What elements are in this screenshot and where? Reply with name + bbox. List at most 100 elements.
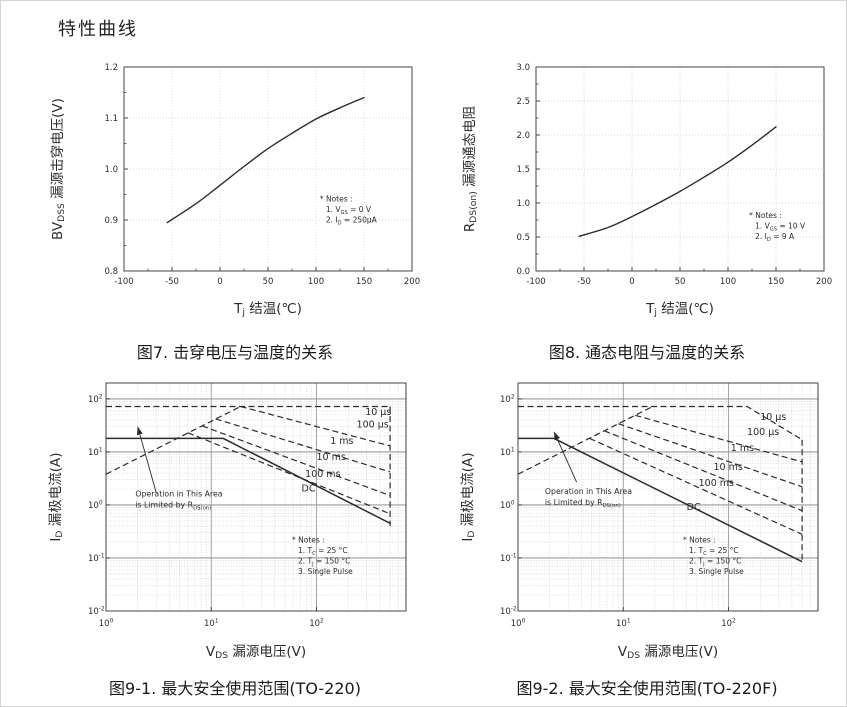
arrowhead xyxy=(554,431,561,441)
svg-text:0.9: 0.9 xyxy=(104,216,118,226)
svg-text:0: 0 xyxy=(217,277,222,287)
svg-text:Tj 结温(℃): Tj 结温(℃) xyxy=(233,301,302,318)
svg-text:1. VGS = 0 V: 1. VGS = 0 V xyxy=(326,205,372,216)
rdson-vs-tj xyxy=(578,126,777,237)
dc-limit xyxy=(106,437,391,524)
svg-text:1.0: 1.0 xyxy=(516,199,530,209)
svg-text:150: 150 xyxy=(768,277,784,287)
svg-text:DC: DC xyxy=(687,502,701,513)
svg-text:0.5: 0.5 xyxy=(516,233,530,243)
charts-grid: -100 -50 0 50 100 150 200 0.8 0.9 1.0 1.1 1.2 * Note… xyxy=(39,55,843,699)
svg-text:1.0: 1.0 xyxy=(104,165,118,175)
svg-text:10-1: 10-1 xyxy=(88,553,105,564)
svg-text:-100: -100 xyxy=(526,277,545,287)
svg-text:* Notes :: * Notes : xyxy=(749,211,782,220)
fig9-1-caption: 图9-1. 最大安全使用范围(TO-220) xyxy=(109,679,361,698)
svg-text:100 ms: 100 ms xyxy=(305,469,340,480)
svg-text:100 ms: 100 ms xyxy=(699,478,734,489)
pulse-10ms xyxy=(604,430,803,512)
svg-text:50: 50 xyxy=(263,277,274,287)
chart-fig9-1: 100 101 102 10-2 10-1 100 101 102 10 μs 100 μs 1 m… xyxy=(39,373,431,699)
svg-text:-50: -50 xyxy=(165,277,179,287)
gridlines xyxy=(124,67,412,271)
svg-text:2. TJ = 150 °C: 2. TJ = 150 °C xyxy=(298,557,350,568)
svg-text:10 ms: 10 ms xyxy=(714,462,743,473)
svg-text:102: 102 xyxy=(721,619,736,630)
log-gridlines xyxy=(518,383,818,611)
svg-text:Tj 结温(℃): Tj 结温(℃) xyxy=(645,301,714,318)
svg-text:10 μs: 10 μs xyxy=(760,412,786,423)
svg-text:ID 漏极电流(A): ID 漏极电流(A) xyxy=(48,452,65,541)
svg-text:1. VGS = 10 V: 1. VGS = 10 V xyxy=(755,221,806,232)
notes-block: * Notes :1. VGS = 0 V2. ID = 250μA xyxy=(320,195,378,227)
svg-text:* Notes :: * Notes : xyxy=(320,195,353,204)
svg-text:2. TJ = 150 °C: 2. TJ = 150 °C xyxy=(689,557,741,568)
plot-frame xyxy=(517,382,819,612)
chart-fig8: -100 -50 0 50 100 150 200 0.0 0.5 1.0 1.5 2.0 2.5 3.0… xyxy=(451,55,843,363)
svg-text:100: 100 xyxy=(500,500,515,511)
svg-text:is Limited by RDS(on): is Limited by RDS(on) xyxy=(135,500,211,511)
chart-fig9-2: 100 101 102 10-2 10-1 100 101 102 10 μs 100 μs 1 m… xyxy=(451,373,843,699)
plot-frame xyxy=(105,382,407,612)
svg-text:100 μs: 100 μs xyxy=(747,427,779,438)
svg-text:* Notes :: * Notes : xyxy=(292,536,325,545)
svg-text:100: 100 xyxy=(720,277,736,287)
svg-text:10 ms: 10 ms xyxy=(317,452,346,463)
svg-text:1 ms: 1 ms xyxy=(731,443,754,454)
axis-ticks: -100 -50 0 50 100 150 200 0.0 0.5 1.0 1.5 2.0 2.5 3.0 xyxy=(516,63,832,287)
svg-text:-100: -100 xyxy=(114,277,133,287)
svg-text:101: 101 xyxy=(204,619,219,630)
svg-text:200: 200 xyxy=(404,277,420,287)
page-title: 特性曲线 xyxy=(58,19,138,40)
notes-block: * Notes :1. VGS = 10 V2. ID = 9 A xyxy=(749,211,806,243)
svg-text:10-1: 10-1 xyxy=(500,553,517,564)
fig8-plot: -100 -50 0 50 100 150 200 0.0 0.5 1.0 1.5 2.0 2.5 3.0… xyxy=(462,63,832,318)
pulse-100ms xyxy=(589,437,803,535)
svg-text:VDS 漏源电压(V): VDS 漏源电压(V) xyxy=(618,644,718,661)
fig8-caption: 图8. 通态电阻与温度的关系 xyxy=(548,343,746,362)
rdson-limit-line xyxy=(517,405,653,475)
arrowhead xyxy=(136,426,143,436)
svg-text:* Notes :: * Notes : xyxy=(683,536,716,545)
svg-text:3. Single Pulse: 3. Single Pulse xyxy=(689,567,744,576)
svg-text:101: 101 xyxy=(88,447,103,458)
svg-text:-50: -50 xyxy=(577,277,591,287)
svg-text:102: 102 xyxy=(500,394,515,405)
fig9-2-caption: 图9-2. 最大安全使用范围(TO-220F) xyxy=(516,679,778,698)
svg-text:10-2: 10-2 xyxy=(88,607,105,618)
svg-text:10 μs: 10 μs xyxy=(365,407,391,418)
svg-text:1. TC = 25 °C: 1. TC = 25 °C xyxy=(689,546,739,557)
log-gridlines xyxy=(106,383,406,611)
soa-annotation: Operation in This Area is Limited by RDS(… xyxy=(545,431,632,509)
svg-text:100: 100 xyxy=(99,619,114,630)
data-series xyxy=(578,126,777,237)
svg-text:100: 100 xyxy=(88,500,103,511)
svg-text:101: 101 xyxy=(500,447,515,458)
svg-text:101: 101 xyxy=(616,619,631,630)
svg-text:0.0: 0.0 xyxy=(516,267,530,277)
svg-text:Operation in This Area: Operation in This Area xyxy=(135,489,222,498)
svg-text:DC: DC xyxy=(302,483,316,494)
pulse-10us xyxy=(518,405,803,441)
pulse-100us xyxy=(240,405,391,447)
svg-text:100: 100 xyxy=(511,619,526,630)
svg-text:1.2: 1.2 xyxy=(104,63,118,73)
svg-text:1.1: 1.1 xyxy=(104,114,118,124)
axis-ticks: 100 101 102 10-2 10-1 100 101 102 xyxy=(88,394,324,629)
fig7-caption: 图7. 击穿电压与温度的关系 xyxy=(136,343,334,362)
axis-ticks: 100 101 102 10-2 10-1 100 101 102 xyxy=(500,394,736,629)
pulse-1ms xyxy=(618,423,803,488)
svg-text:0.8: 0.8 xyxy=(104,267,118,277)
svg-text:is Limited by RDS(on): is Limited by RDS(on) xyxy=(545,498,621,509)
svg-text:10-2: 10-2 xyxy=(500,607,517,618)
svg-text:RDS(on) 漏源通态电阻: RDS(on) 漏源通态电阻 xyxy=(462,106,479,232)
fig9-2-plot: 100 101 102 10-2 10-1 100 101 102 10 μs 100 μs 1 m… xyxy=(460,382,819,661)
svg-text:ID 漏极电流(A): ID 漏极电流(A) xyxy=(460,452,477,541)
rdson-limit-line xyxy=(105,405,241,475)
pulse-10ms xyxy=(201,425,391,497)
svg-text:Operation in This Area: Operation in This Area xyxy=(545,487,632,496)
svg-text:2. ID = 250μA: 2. ID = 250μA xyxy=(326,216,378,227)
svg-text:50: 50 xyxy=(675,277,686,287)
